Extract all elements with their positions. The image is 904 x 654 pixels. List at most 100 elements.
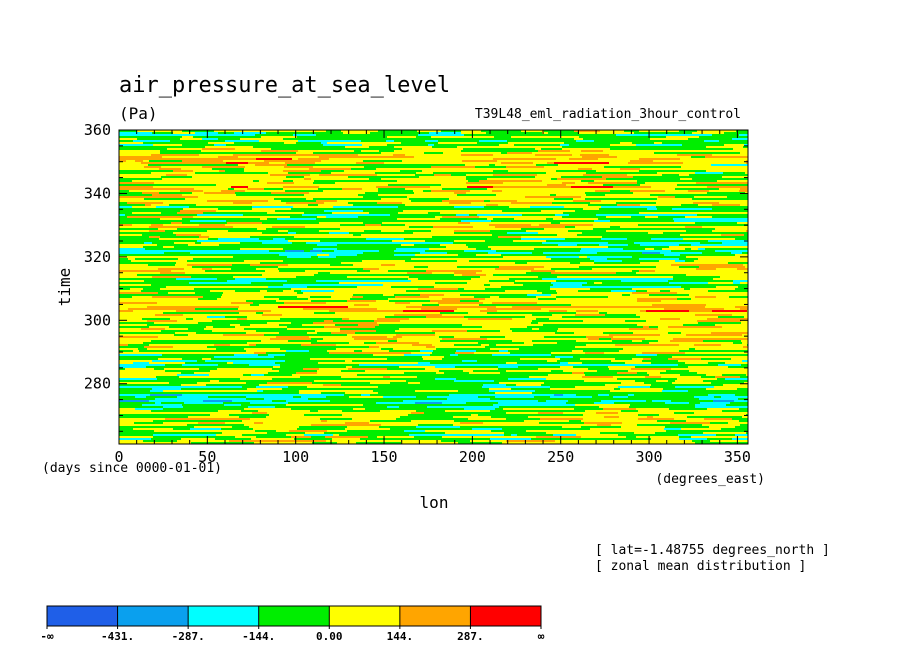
heatmap-cell bbox=[296, 168, 303, 170]
heatmap-cell bbox=[657, 172, 695, 174]
heatmap-cell bbox=[309, 336, 352, 338]
heatmap-cell bbox=[580, 430, 599, 432]
heatmap-cell bbox=[392, 222, 432, 224]
heatmap-cell bbox=[719, 188, 740, 190]
heatmap-cell bbox=[740, 188, 748, 190]
heatmap-cell bbox=[441, 422, 460, 424]
heatmap-cell bbox=[288, 240, 320, 242]
heatmap-cell bbox=[318, 256, 336, 258]
heatmap-cell bbox=[500, 330, 512, 332]
heatmap-cell bbox=[732, 270, 748, 272]
heatmap-cell bbox=[706, 274, 737, 276]
heatmap-cell bbox=[159, 298, 174, 300]
heatmap-cell bbox=[242, 298, 279, 300]
heatmap-cell bbox=[250, 324, 279, 326]
heatmap-cell bbox=[211, 160, 223, 162]
heatmap-cell bbox=[508, 198, 542, 200]
heatmap-cell bbox=[502, 302, 537, 304]
heatmap-cell bbox=[400, 320, 442, 322]
heatmap-cell bbox=[507, 152, 532, 154]
chart-title: air_pressure_at_sea_level bbox=[119, 73, 450, 98]
heatmap-cell bbox=[266, 224, 274, 226]
heatmap-cell bbox=[706, 388, 737, 390]
y-tick-label: 360 bbox=[84, 121, 111, 139]
heatmap-cell bbox=[203, 400, 232, 402]
heatmap-cell bbox=[663, 324, 683, 326]
heatmap-cell bbox=[712, 230, 746, 232]
heatmap-cell bbox=[639, 222, 676, 224]
heatmap-cell bbox=[656, 380, 668, 382]
heatmap-cell bbox=[204, 192, 235, 194]
heatmap-cell bbox=[199, 286, 231, 288]
heatmap-cell bbox=[462, 262, 500, 264]
heatmap-cell bbox=[645, 216, 658, 218]
heatmap-cell bbox=[309, 168, 351, 170]
heatmap-cell bbox=[379, 268, 421, 270]
heatmap-cell bbox=[525, 316, 533, 318]
heatmap-cell bbox=[550, 156, 582, 158]
heatmap-cell bbox=[144, 372, 181, 374]
heatmap-cell bbox=[508, 142, 519, 144]
heatmap-cell bbox=[635, 304, 652, 306]
heatmap-cell bbox=[604, 416, 619, 418]
heatmap-cell bbox=[406, 306, 430, 308]
heatmap-cell bbox=[723, 384, 748, 386]
heatmap-cell bbox=[460, 136, 476, 138]
heatmap-cell bbox=[730, 412, 748, 414]
heatmap-cell bbox=[405, 162, 440, 164]
heatmap-cell bbox=[144, 166, 161, 168]
x-axis-label: lon bbox=[420, 493, 449, 512]
heatmap-cell bbox=[119, 298, 149, 300]
heatmap-cell bbox=[306, 242, 340, 244]
heatmap-cell bbox=[716, 268, 737, 270]
heatmap-cell bbox=[461, 132, 486, 134]
heatmap-cell bbox=[611, 290, 636, 292]
heatmap-cell bbox=[445, 432, 471, 434]
heatmap-cell bbox=[160, 272, 185, 274]
heatmap-cell bbox=[206, 300, 246, 302]
colorbar-label: -144. bbox=[242, 630, 275, 643]
heatmap-cell bbox=[158, 374, 177, 376]
heatmap-cell bbox=[210, 310, 222, 312]
heatmap-cell bbox=[655, 270, 672, 272]
heatmap-cell bbox=[403, 210, 421, 212]
heatmap-cell bbox=[543, 252, 556, 254]
heatmap-cell bbox=[279, 440, 319, 442]
heatmap-cell bbox=[267, 342, 291, 344]
heatmap-cell bbox=[227, 222, 262, 224]
heatmap-cell bbox=[493, 186, 512, 188]
heatmap-cell bbox=[276, 418, 320, 420]
heatmap-cell bbox=[119, 344, 128, 346]
heatmap-cell bbox=[479, 180, 515, 182]
x-tick-label: 50 bbox=[198, 448, 216, 466]
heatmap-cell bbox=[556, 160, 580, 162]
heatmap-cell bbox=[395, 264, 401, 266]
heatmap-cell bbox=[662, 248, 685, 250]
heatmap-cell bbox=[309, 236, 338, 238]
heatmap-cell bbox=[205, 390, 249, 392]
heatmap-cell bbox=[421, 272, 432, 274]
heatmap-cell bbox=[729, 146, 743, 148]
heatmap-cell bbox=[597, 424, 611, 426]
heatmap-cell bbox=[443, 152, 476, 154]
heatmap-cell bbox=[126, 276, 152, 278]
heatmap-cell bbox=[498, 204, 543, 206]
heatmap-cell bbox=[349, 412, 388, 414]
heatmap-cell bbox=[454, 336, 480, 338]
heatmap-cell bbox=[460, 406, 493, 408]
heatmap-cell bbox=[247, 342, 267, 344]
heatmap-cell bbox=[313, 384, 323, 386]
heatmap-cell bbox=[207, 176, 250, 178]
heatmap-cell bbox=[683, 410, 722, 412]
heatmap-cell bbox=[476, 204, 486, 206]
heatmap-cell bbox=[598, 292, 632, 294]
heatmap-cell bbox=[119, 354, 162, 356]
heatmap-cell bbox=[526, 430, 566, 432]
heatmap-cell bbox=[182, 430, 208, 432]
heatmap-cell bbox=[669, 246, 705, 248]
heatmap-cell bbox=[411, 334, 435, 336]
heatmap-cell bbox=[697, 298, 719, 300]
heatmap-cell bbox=[744, 144, 748, 146]
heatmap-cell bbox=[441, 264, 458, 266]
heatmap-cell bbox=[150, 442, 166, 444]
